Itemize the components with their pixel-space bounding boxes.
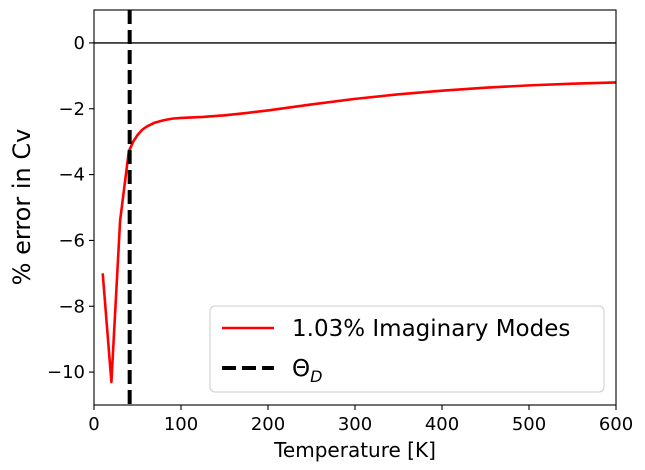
legend-box bbox=[209, 305, 605, 393]
x-tick-label: 100 bbox=[164, 414, 198, 435]
x-tick-label: 600 bbox=[599, 414, 633, 435]
plot-data bbox=[94, 10, 616, 405]
x-tick-label: 300 bbox=[338, 414, 372, 435]
y-tick-label: −4 bbox=[58, 165, 85, 186]
y-tick-label: −6 bbox=[58, 230, 85, 251]
x-tick-label: 0 bbox=[88, 414, 99, 435]
x-axis-label: Temperature [K] bbox=[273, 438, 436, 462]
y-tick-label: −2 bbox=[58, 99, 85, 120]
y-axis-ticks: 0 −2 −4 −6 −8 −10 bbox=[47, 33, 94, 383]
y-axis-label: % error in Cv bbox=[8, 129, 36, 286]
y-tick-label: −10 bbox=[47, 362, 85, 383]
y-tick-label: 0 bbox=[74, 33, 85, 54]
y-tick-label: −8 bbox=[58, 296, 85, 317]
x-axis-ticks: 0 100 200 300 400 500 600 bbox=[88, 405, 633, 435]
x-tick-label: 500 bbox=[512, 414, 546, 435]
x-tick-label: 400 bbox=[425, 414, 459, 435]
legend-label: ΘD bbox=[292, 356, 322, 386]
series-line-imaginary-modes bbox=[101, 81, 616, 384]
legend: 1.03% Imaginary Modes ΘD bbox=[209, 305, 605, 393]
legend-label: 1.03% Imaginary Modes bbox=[292, 316, 570, 342]
x-tick-label: 200 bbox=[251, 414, 285, 435]
